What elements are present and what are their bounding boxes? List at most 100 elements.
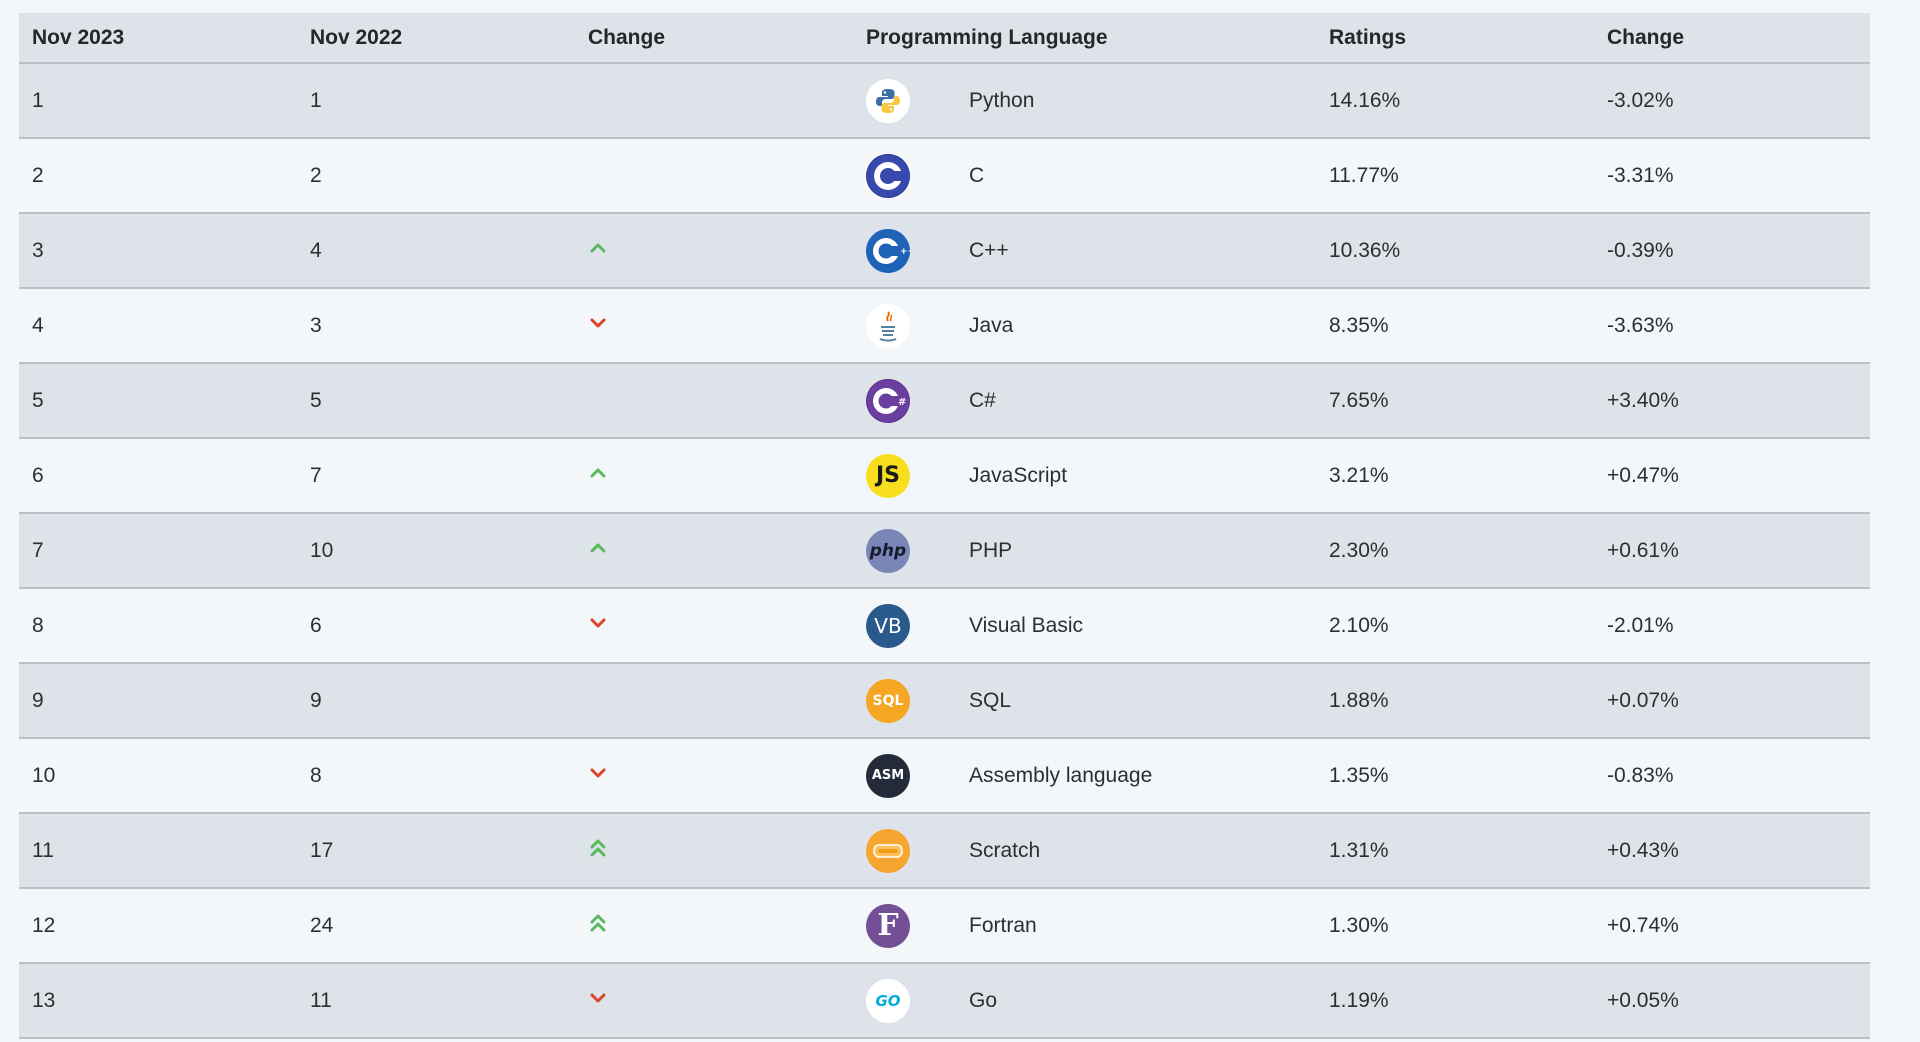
rank-change-cell <box>575 513 853 588</box>
rank-change-cell <box>575 213 853 288</box>
table-row[interactable]: 5 5 # C# 7.65% +3.40% <box>19 363 1870 438</box>
ratings-value: 1.31% <box>1329 838 1389 862</box>
ratings-value: 14.16% <box>1329 88 1401 112</box>
language-name[interactable]: C <box>969 163 985 187</box>
language-name[interactable]: Python <box>969 88 1035 112</box>
table-row[interactable]: 13 11 GO Go 1.19% +0.05% <box>19 963 1870 1038</box>
language-name[interactable]: Java <box>969 313 1014 337</box>
rating-change-value: -3.02% <box>1607 88 1674 112</box>
language-name[interactable]: PHP <box>969 538 1013 562</box>
rank-change-cell <box>575 663 853 738</box>
rank-change-cell <box>575 138 853 213</box>
python-logo-icon <box>866 78 910 123</box>
language-name[interactable]: Go <box>969 988 998 1012</box>
language-name[interactable]: JavaScript <box>969 463 1068 487</box>
rating-change-value: -3.31% <box>1607 163 1674 187</box>
header-nov-2023[interactable]: Nov 2023 <box>32 25 125 49</box>
rank-change-cell <box>575 63 853 138</box>
table-row[interactable]: 7 10 php PHP 2.30% +0.61% <box>19 513 1870 588</box>
rank-2022: 5 <box>310 388 322 412</box>
rating-change-value: +0.05% <box>1607 988 1679 1012</box>
language-name[interactable]: Fortran <box>969 913 1037 937</box>
language-cell: Java <box>853 288 1316 363</box>
sql-logo-icon: SQL <box>866 678 910 723</box>
table-row[interactable]: 10 8 ASM Assembly language 1.35% -0.83% <box>19 738 1870 813</box>
table-row[interactable]: 8 6 VB Visual Basic 2.10% -2.01% <box>19 588 1870 663</box>
rating-change-value: +0.74% <box>1607 913 1679 937</box>
language-name[interactable]: Assembly language <box>969 763 1153 787</box>
language-cell: JS JavaScript <box>853 438 1316 513</box>
language-cell: C <box>853 138 1316 213</box>
rank-2022: 17 <box>310 838 334 862</box>
chevron-up-icon <box>588 463 608 483</box>
rank-change-cell <box>575 813 853 888</box>
rank-2022: 24 <box>310 913 334 937</box>
rank-change-cell <box>575 363 853 438</box>
csharp-logo-icon: # <box>866 378 910 423</box>
rank-2022: 7 <box>310 463 322 487</box>
rank-2023: 3 <box>32 238 44 262</box>
rating-change-value: -3.63% <box>1607 313 1674 337</box>
language-cell: F Fortran <box>853 888 1316 963</box>
rating-change-value: +0.07% <box>1607 688 1679 712</box>
table-row[interactable]: 4 3 Java 8.35% -3.63% <box>19 288 1870 363</box>
language-name[interactable]: Visual Basic <box>969 613 1084 637</box>
language-name[interactable]: SQL <box>969 688 1012 712</box>
rank-2022: 1 <box>310 88 322 112</box>
language-name[interactable]: C++ <box>969 238 1009 262</box>
rank-change-cell <box>575 888 853 963</box>
table-row[interactable]: 2 2 C 11.77% -3.31% <box>19 138 1870 213</box>
table-row[interactable]: 6 7 JS JavaScript 3.21% +0.47% <box>19 438 1870 513</box>
chevron-up-icon <box>588 538 608 558</box>
double-chevron-up-icon <box>588 837 608 857</box>
header-ratings[interactable]: Ratings <box>1329 25 1407 49</box>
table-row[interactable]: 11 17 Scratch 1.31% +0.43% <box>19 813 1870 888</box>
rank-2023: 6 <box>32 463 44 487</box>
table-row[interactable]: 9 9 SQL SQL 1.88% +0.07% <box>19 663 1870 738</box>
rank-2023: 10 <box>32 763 56 787</box>
rating-change-value: +0.61% <box>1607 538 1679 562</box>
language-cell: php PHP <box>853 513 1316 588</box>
language-name[interactable]: Scratch <box>969 838 1041 862</box>
language-cell: GO Go <box>853 963 1316 1038</box>
rank-2022: 2 <box>310 163 322 187</box>
language-cell: Scratch <box>853 813 1316 888</box>
rank-2022: 3 <box>310 313 322 337</box>
table-body: 1 1 Python 14.16% -3.02% 2 2 C 11.77% -3… <box>19 63 1870 1038</box>
chevron-down-icon <box>588 988 608 1008</box>
rank-2022: 4 <box>310 238 322 262</box>
language-cell: VB Visual Basic <box>853 588 1316 663</box>
double-chevron-up-icon <box>588 912 608 932</box>
header-rating-change[interactable]: Change <box>1607 25 1685 49</box>
svg-text:++: ++ <box>900 247 910 257</box>
rank-2023: 7 <box>32 538 44 562</box>
rank-2023: 5 <box>32 388 44 412</box>
table-row[interactable]: 12 24 F Fortran 1.30% +0.74% <box>19 888 1870 963</box>
chevron-up-icon <box>588 238 608 258</box>
rank-2023: 8 <box>32 613 44 637</box>
language-cell: ++ C++ <box>853 213 1316 288</box>
header-row: Nov 2023 Nov 2022 Change Programming Lan… <box>19 13 1870 63</box>
rank-change-cell <box>575 438 853 513</box>
rating-change-value: +0.43% <box>1607 838 1679 862</box>
assembly-logo-icon: ASM <box>866 753 910 798</box>
ratings-value: 11.77% <box>1329 163 1399 187</box>
header-nov-2022[interactable]: Nov 2022 <box>310 25 403 49</box>
visual-basic-logo-icon: VB <box>866 603 910 648</box>
header-programming-language[interactable]: Programming Language <box>866 25 1108 49</box>
rating-change-value: -0.39% <box>1607 238 1674 262</box>
rating-change-value: -0.83% <box>1607 763 1674 787</box>
table-row[interactable]: 3 4 ++ C++ 10.36% -0.39% <box>19 213 1870 288</box>
chevron-down-icon <box>588 613 608 633</box>
language-name[interactable]: C# <box>969 388 996 412</box>
language-cell: Python <box>853 63 1316 138</box>
rank-2023: 2 <box>32 163 44 187</box>
table-row[interactable]: 1 1 Python 14.16% -3.02% <box>19 63 1870 138</box>
tiobe-index-table: Nov 2023 Nov 2022 Change Programming Lan… <box>19 13 1870 1039</box>
fortran-logo-icon: F <box>866 903 910 948</box>
rank-2022: 6 <box>310 613 322 637</box>
chevron-down-icon <box>588 763 608 783</box>
header-rank-change[interactable]: Change <box>588 25 666 49</box>
ratings-value: 8.35% <box>1329 313 1389 337</box>
ratings-value: 1.88% <box>1329 688 1389 712</box>
